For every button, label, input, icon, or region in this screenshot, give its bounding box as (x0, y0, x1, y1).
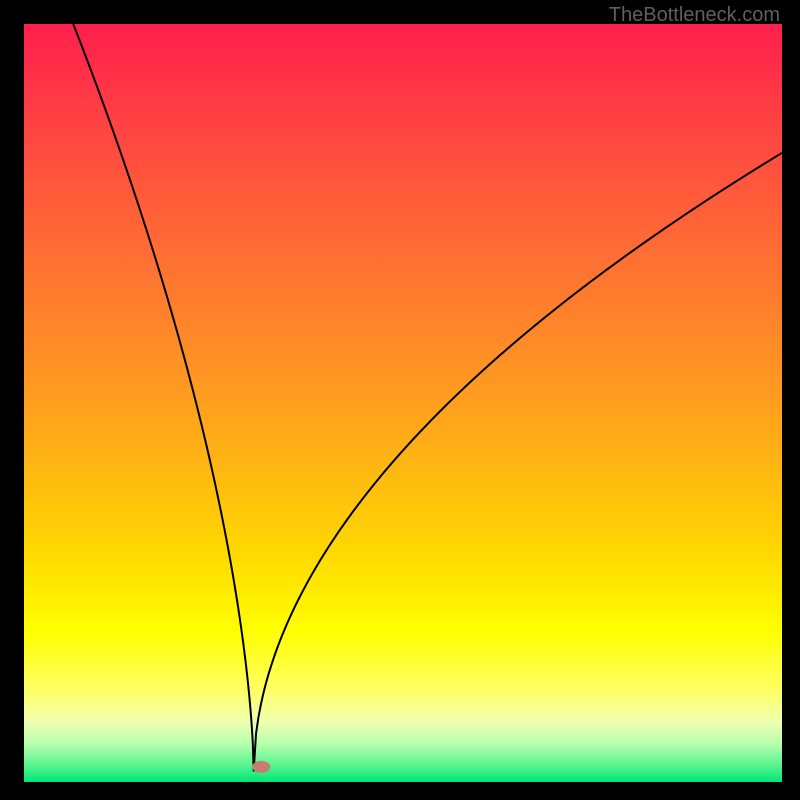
watermark-text: TheBottleneck.com (609, 4, 780, 27)
plot-area (24, 24, 782, 782)
